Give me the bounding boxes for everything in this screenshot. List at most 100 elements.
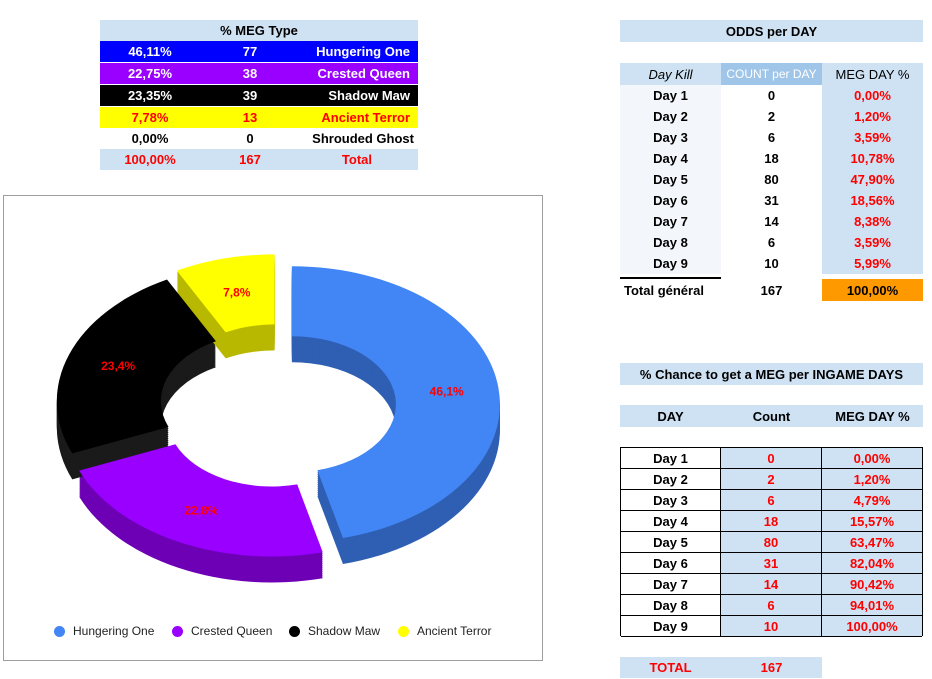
odds-pct-cell: 10,78% xyxy=(822,148,923,169)
odds-count-cell: 2 xyxy=(767,109,776,124)
odds-day-cell: Day 5 xyxy=(620,169,721,190)
chance-total-count: 167 xyxy=(721,657,822,678)
donut-slice-shadow-maw[interactable] xyxy=(56,279,216,454)
chance-day-cell: Day 9 xyxy=(621,616,721,637)
meg-row: 0,00% 0 Shrouded Ghost xyxy=(100,128,418,149)
legend-dot-icon xyxy=(289,625,300,637)
meg-total-label: Total xyxy=(341,152,372,167)
odds-day-cell: Day 9 xyxy=(620,253,721,274)
meg-count: 38 xyxy=(242,66,258,81)
odds-total-pct: 100,00% xyxy=(822,279,923,301)
chance-header-day: DAY xyxy=(620,405,721,427)
odds-day-cell: Day 1 xyxy=(620,85,721,106)
chance-count-cell: 18 xyxy=(721,511,822,532)
chance-pct-cell: 82,04% xyxy=(822,553,922,574)
meg-total-count: 167 xyxy=(239,152,261,167)
chance-day-cell: Day 6 xyxy=(621,553,721,574)
meg-count: 13 xyxy=(242,110,258,125)
donut-slice-crested-queen[interactable] xyxy=(79,444,323,557)
chance-day-cell: Day 7 xyxy=(621,574,721,595)
meg-name: Crested Queen xyxy=(317,66,410,81)
donut-svg: 46,1% 22,8% 23,4% 7,8% xyxy=(56,254,500,583)
donut-slice-ancient-terror[interactable] xyxy=(176,254,275,333)
legend-dot-icon xyxy=(54,625,65,637)
chance-count-cell: 2 xyxy=(721,469,822,490)
meg-type-title: % MEG Type xyxy=(100,20,418,41)
chance-pct-cell: 100,00% xyxy=(822,616,922,637)
donut-slice-label: 7,8% xyxy=(223,285,251,299)
meg-name: Hungering One xyxy=(316,44,410,59)
meg-count: 77 xyxy=(242,44,258,59)
chance-count-cell: 6 xyxy=(721,595,822,616)
chance-day-cell: Day 2 xyxy=(621,469,721,490)
meg-name: Shrouded Ghost xyxy=(312,131,414,146)
chance-count-cell: 31 xyxy=(721,553,822,574)
chance-title: % Chance to get a MEG per INGAME DAYS xyxy=(620,363,923,385)
legend-item-hungering-one[interactable]: Hungering One xyxy=(54,624,154,638)
odds-pct-cell: 18,56% xyxy=(822,190,923,211)
odds-title: ODDS per DAY xyxy=(620,20,923,42)
odds-count-cell: 14 xyxy=(764,214,779,229)
odds-pct-cell: 3,59% xyxy=(822,232,923,253)
odds-header-pct: MEG DAY % xyxy=(822,63,923,85)
chance-day-cell: Day 8 xyxy=(621,595,721,616)
chance-total-label: TOTAL xyxy=(620,657,721,678)
odds-day-cell: Day 2 xyxy=(620,106,721,127)
chance-header-pct: MEG DAY % xyxy=(822,405,923,427)
odds-day-cell: Day 7 xyxy=(620,211,721,232)
chance-count-cell: 10 xyxy=(721,616,822,637)
donut-slice-label: 23,4% xyxy=(101,359,135,373)
odds-total-divider xyxy=(620,277,721,279)
legend-label: Crested Queen xyxy=(191,624,273,638)
meg-donut-chart: 46,1% 22,8% 23,4% 7,8% Hungering One Creste… xyxy=(3,195,543,661)
odds-count-cell: 31 xyxy=(764,193,779,208)
meg-pct: 22,75% xyxy=(127,66,173,81)
odds-day-cell: Day 4 xyxy=(620,148,721,169)
chance-pct-cell: 4,79% xyxy=(822,490,922,511)
odds-header-count: COUNT per DAY xyxy=(721,63,822,85)
meg-total-pct: 100,00% xyxy=(124,152,176,167)
chance-pct-cell: 94,01% xyxy=(822,595,922,616)
chance-pct-cell: 0,00% xyxy=(822,448,922,469)
meg-row: 46,11% 77 Hungering One xyxy=(100,41,418,62)
chance-day-cell: Day 5 xyxy=(621,532,721,553)
donut-slice-label: 46,1% xyxy=(430,385,464,399)
legend-item-ancient-terror[interactable]: Ancient Terror xyxy=(398,624,491,638)
donut-slice-label: 22,8% xyxy=(184,503,218,517)
legend-label: Ancient Terror xyxy=(417,624,492,638)
legend-dot-icon xyxy=(398,625,409,637)
meg-pct: 7,78% xyxy=(131,110,169,125)
odds-day-cell: Day 3 xyxy=(620,127,721,148)
chance-grid: Day 1 0 0,00% Day 2 2 1,20% Day 3 6 4,79% Day 4 18… xyxy=(620,447,923,637)
odds-total-label: Total général xyxy=(624,282,704,298)
chance-day-cell: Day 3 xyxy=(621,490,721,511)
meg-count: 0 xyxy=(246,131,254,146)
legend-label: Hungering One xyxy=(73,624,155,638)
odds-count-cell: 10 xyxy=(764,256,779,271)
chance-header-count: Count xyxy=(721,405,822,427)
odds-pct-cell: 47,90% xyxy=(822,169,923,190)
legend-item-shadow-maw[interactable]: Shadow Maw xyxy=(289,624,380,638)
odds-count-cell: 0 xyxy=(767,88,776,103)
odds-pct-cell: 3,59% xyxy=(822,127,923,148)
legend-item-crested-queen[interactable]: Crested Queen xyxy=(172,624,272,638)
meg-row: 7,78% 13 Ancient Terror xyxy=(100,107,418,128)
odds-count-cell: 6 xyxy=(767,235,776,250)
legend-dot-icon xyxy=(172,625,183,637)
meg-pct: 0,00% xyxy=(131,131,169,146)
meg-count: 39 xyxy=(242,88,258,103)
odds-pct-cell: 8,38% xyxy=(822,211,923,232)
odds-count-cell: 80 xyxy=(764,172,779,187)
donut-slice-hungering-one[interactable] xyxy=(291,266,500,539)
chance-count-cell: 14 xyxy=(721,574,822,595)
meg-row: 22,75% 38 Crested Queen xyxy=(100,63,418,84)
chance-day-cell: Day 1 xyxy=(621,448,721,469)
odds-count-cell: 6 xyxy=(767,130,776,145)
meg-name: Shadow Maw xyxy=(328,88,410,103)
meg-total-row: 100,00% 167 Total xyxy=(100,149,418,170)
chance-pct-cell: 90,42% xyxy=(822,574,922,595)
chance-day-cell: Day 4 xyxy=(621,511,721,532)
odds-pct-cell: 0,00% xyxy=(822,85,923,106)
odds-total-count: 167 xyxy=(760,282,783,298)
odds-day-cell: Day 6 xyxy=(620,190,721,211)
